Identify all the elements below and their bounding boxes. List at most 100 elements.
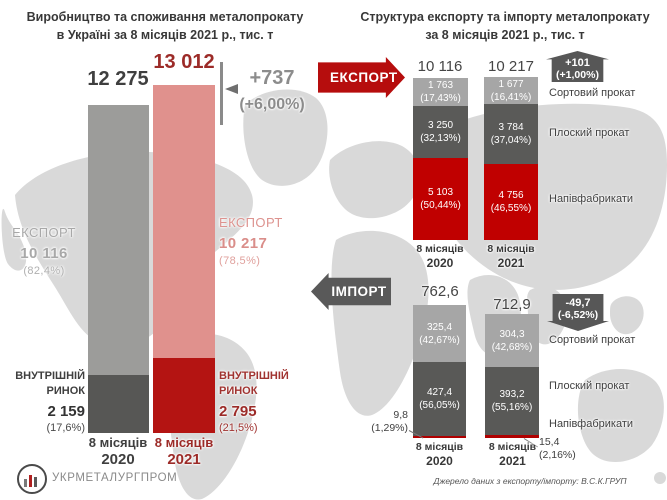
export-2021-semis-segment: 4 756 (46,55%) (484, 164, 538, 240)
export-category-flat: Плоский прокат (549, 127, 630, 139)
xlabel-line2: 2021 (497, 256, 525, 270)
production-delta-annotation: +737 (+6,00%) (229, 66, 315, 114)
segment-value: 325,4 (426, 321, 453, 333)
export-arrow: ЕКСПОРТ (318, 57, 405, 98)
segment-value: 4 756 (498, 190, 524, 201)
export-value: 10 116 (20, 245, 68, 262)
import-2021-semis-callout: 15,4 (2,16%) (539, 436, 609, 462)
xlabel-line2: 2020 (101, 451, 135, 468)
segment-pct: (56,05%) (419, 400, 460, 411)
import-xlabel-2020: 8 місяців 2020 (397, 441, 482, 469)
production-chart-title: Виробництво та споживання металопрокату … (25, 8, 305, 44)
import-xlabel-2021: 8 місяців 2021 (470, 441, 555, 469)
export-2020-flat-segment: 3 250 (32,13%) (413, 106, 468, 158)
production-2021-domestic-segment (153, 358, 215, 433)
callout-pct: (1,29%) (371, 422, 408, 434)
production-xlabel-2021: 8 місяців 2021 (124, 434, 244, 469)
xlabel-line1: 8 місяців (487, 243, 535, 255)
export-category-sorted: Сортовий прокат (549, 87, 636, 99)
import-2020-flat-segment: 427,4 (56,05%) (413, 362, 466, 436)
ukrmetallurgprom-logo-icon (17, 464, 47, 494)
production-bar-2020 (88, 105, 149, 433)
production-total-2020: 12 275 (87, 68, 149, 90)
segment-value: 1 677 (498, 78, 524, 90)
production-2021-export-label-block: ЕКСПОРТ 10 217 (78,5%) (219, 215, 314, 267)
export-2021-flat-segment: 3 784 (37,04%) (484, 104, 538, 164)
xlabel-line2: 2021 (499, 454, 526, 468)
import-2021-semis-segment (485, 435, 539, 438)
source-text: Джерело даних з експорту/імпорту: В.С.К.… (433, 476, 627, 486)
production-delta-pct: (+6,00%) (239, 96, 305, 113)
segment-pct: (50,44%) (420, 200, 461, 211)
segment-pct: (17,43%) (420, 93, 461, 104)
export-category-semis: Напівфабрикати (549, 193, 634, 205)
xlabel-line2: 2020 (426, 454, 453, 468)
domestic-label: РИНОК (219, 385, 258, 397)
export-bar-2021: 1 677 (16,41%) 3 784 (37,04%) 4 756 (46,… (484, 77, 538, 240)
segment-pct: (55,16%) (491, 402, 533, 413)
production-delta-value: +737 (249, 67, 295, 89)
segment-value: 304,3 (499, 328, 525, 340)
export-pct: (78,5%) (219, 255, 261, 267)
domestic-value: 2 159 (47, 403, 85, 420)
callout-value: 15,4 (539, 436, 560, 448)
ukrmetallurgprom-logo-text: УКРМЕТАЛУРГПРОМ (52, 472, 178, 484)
export-total-2021: 10 217 (488, 58, 534, 75)
import-bar-2021: 304,3 (42,68%) 393,2 (55,16%) (485, 314, 539, 438)
segment-value: 3 250 (427, 120, 454, 131)
export-2021-sorted-segment: 1 677 (16,41%) (484, 77, 538, 104)
import-category-flat: Плоский прокат (549, 380, 630, 392)
export-xlabel-2020: 8 місяців 2020 (400, 243, 480, 271)
xlabel-line1: 8 місяців (88, 435, 148, 450)
xlabel-line1: 8 місяців (415, 441, 464, 453)
export-value: 10 217 (219, 235, 268, 252)
export-pct: (82,4%) (23, 265, 65, 277)
logo-bar-red (29, 475, 32, 487)
export-2020-semis-segment: 5 103 (50,44%) (413, 158, 468, 240)
production-title-line1: Виробництво та споживання металопрокату (26, 10, 304, 24)
export-bar-2020: 1 763 (17,43%) 3 250 (32,13%) 5 103 (50,… (413, 78, 468, 240)
import-2021-sorted-segment: 304,3 (42,68%) (485, 314, 539, 367)
import-2020-semis-callout: 9,8 (1,29%) (330, 409, 408, 435)
xlabel-line1: 8 місяців (416, 243, 464, 255)
logo-bar-dark (34, 477, 37, 487)
xlabel-line2: 2020 (426, 256, 454, 270)
export-xlabel-2021: 8 місяців 2021 (471, 243, 551, 271)
production-2020-export-label-block: ЕКСПОРТ 10 116 (82,4%) (0, 225, 88, 277)
import-arrow: ІМПОРТ (311, 273, 391, 310)
production-delta-pointer-icon (225, 84, 238, 94)
export-2020-sorted-segment: 1 763 (17,43%) (413, 78, 468, 106)
logo-bar-gray (24, 479, 27, 487)
import-2020-semis-segment (413, 436, 466, 438)
production-delta-line (220, 62, 223, 125)
xlabel-line1: 8 місяців (154, 435, 214, 450)
structure-title-line1: Структура експорту та імпорту металопрок… (360, 10, 650, 24)
import-delta-value: -49,7 (565, 297, 591, 309)
production-xlabel-2020: 8 місяців 2020 (58, 434, 178, 469)
production-2020-export-segment (88, 105, 149, 375)
production-total-2021: 13 012 (153, 51, 215, 73)
domestic-label: ВНУТРІШНІЙ (219, 370, 289, 382)
production-2021-domestic-label-block: ВНУТРІШНІЙ РИНОК 2 795 (21,5%) (219, 369, 314, 434)
export-label: ЕКСПОРТ (12, 225, 76, 240)
callout-value: 9,8 (393, 409, 408, 421)
segment-pct: (16,41%) (490, 91, 532, 103)
callout-pct: (2,16%) (539, 449, 576, 461)
structure-chart-title: Структура експорту та імпорту металопрок… (355, 8, 655, 44)
export-delta-value: +101 (565, 57, 590, 69)
export-arrow-label: ЕКСПОРТ (330, 70, 398, 85)
production-2020-domestic-label-block: ВНУТРІШНІЙ РИНОК 2 159 (17,6%) (0, 369, 85, 434)
segment-pct: (42,67%) (419, 334, 460, 346)
export-label: ЕКСПОРТ (219, 215, 283, 230)
import-category-semis: Напівфабрикати (549, 418, 634, 430)
import-arrow-label: ІМПОРТ (331, 284, 387, 299)
import-category-sorted: Сортовий прокат (549, 334, 636, 346)
import-bar-2020: 325,4 (42,67%) 427,4 (56,05%) (413, 305, 466, 438)
segment-value: 3 784 (498, 122, 524, 133)
segment-value: 393,2 (499, 389, 525, 400)
xlabel-line2: 2021 (167, 451, 201, 468)
domestic-value: 2 795 (219, 403, 257, 420)
production-2021-export-segment (153, 85, 215, 358)
segment-value: 1 763 (427, 80, 454, 91)
